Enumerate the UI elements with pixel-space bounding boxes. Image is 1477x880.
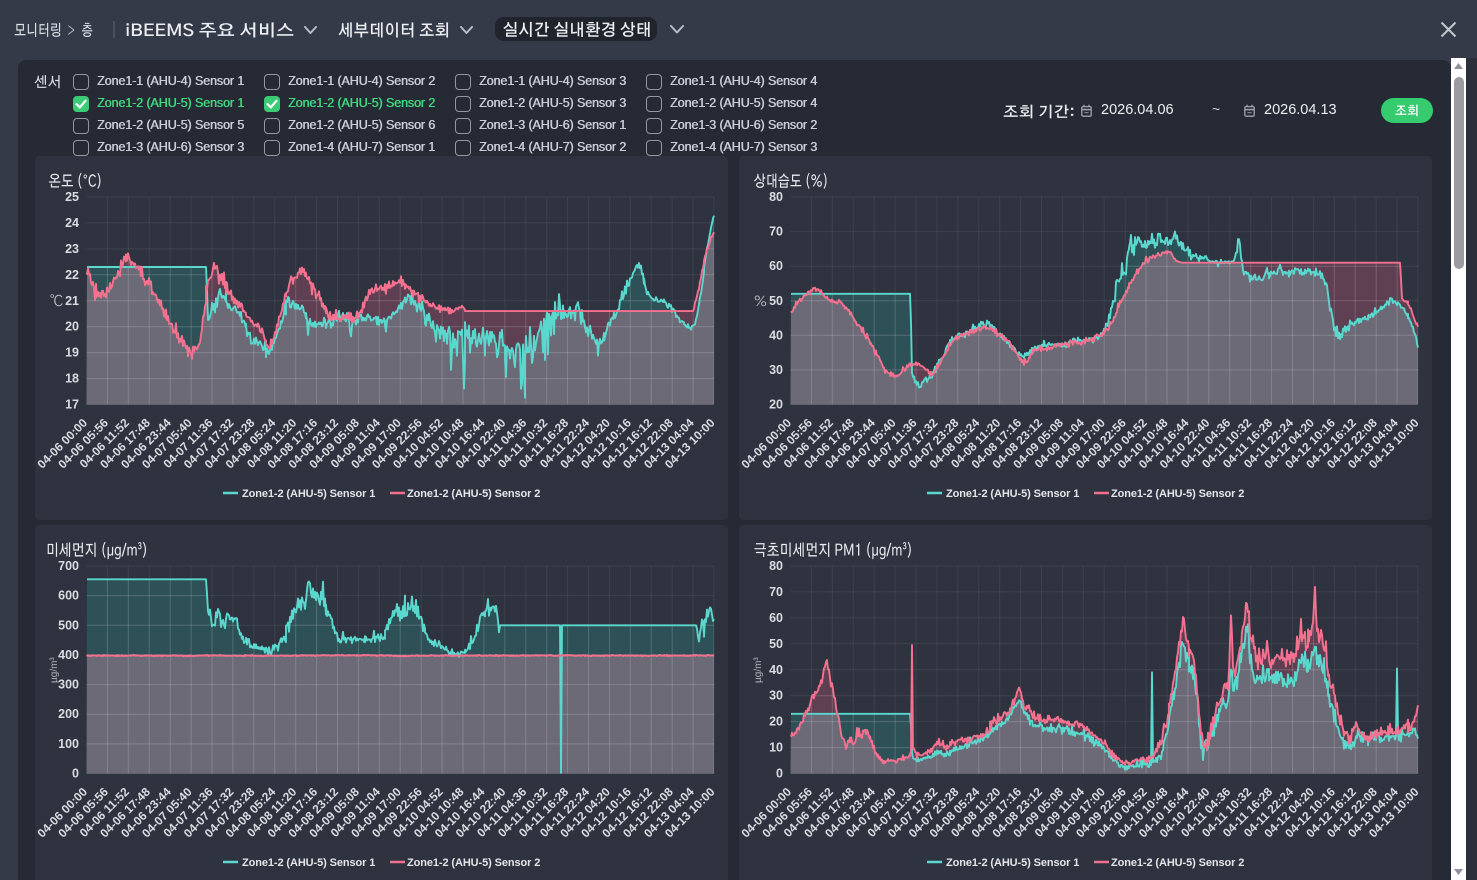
svg-text:80: 80 — [769, 190, 783, 204]
svg-text:30: 30 — [769, 363, 783, 377]
svg-text:24: 24 — [65, 216, 79, 230]
svg-text:80: 80 — [769, 559, 783, 573]
svg-text:17: 17 — [65, 398, 79, 412]
svg-text:200: 200 — [58, 707, 79, 721]
svg-text:10: 10 — [769, 741, 783, 755]
svg-text:Zone1-2 (AHU-5) Sensor 1: Zone1-2 (AHU-5) Sensor 1 — [242, 488, 375, 500]
svg-text:40: 40 — [769, 328, 783, 342]
svg-text:500: 500 — [58, 618, 79, 632]
svg-text:21: 21 — [65, 294, 79, 308]
svg-text:30: 30 — [769, 689, 783, 703]
svg-text:20: 20 — [769, 398, 783, 412]
svg-text:Zone1-2 (AHU-5) Sensor 2: Zone1-2 (AHU-5) Sensor 2 — [1111, 488, 1244, 500]
svg-text:Zone1-2 (AHU-5) Sensor 2: Zone1-2 (AHU-5) Sensor 2 — [407, 488, 540, 500]
svg-text:23: 23 — [65, 242, 79, 256]
svg-text:600: 600 — [58, 589, 79, 603]
svg-text:18: 18 — [65, 372, 79, 386]
svg-text:µg/m³: µg/m³ — [753, 657, 764, 683]
svg-text:100: 100 — [58, 737, 79, 751]
svg-text:400: 400 — [58, 648, 79, 662]
svg-text:20: 20 — [769, 715, 783, 729]
svg-text:19: 19 — [65, 346, 79, 360]
svg-text:50: 50 — [769, 294, 783, 308]
svg-text:25: 25 — [65, 190, 79, 204]
svg-text:700: 700 — [58, 559, 79, 573]
svg-text:0: 0 — [72, 767, 79, 781]
svg-text:Zone1-2 (AHU-5) Sensor 1: Zone1-2 (AHU-5) Sensor 1 — [242, 857, 375, 869]
svg-text:Zone1-2 (AHU-5) Sensor 2: Zone1-2 (AHU-5) Sensor 2 — [1111, 857, 1244, 869]
svg-text:300: 300 — [58, 678, 79, 692]
svg-text:40: 40 — [769, 663, 783, 677]
svg-text:70: 70 — [769, 585, 783, 599]
svg-text:22: 22 — [65, 268, 79, 282]
svg-text:µg/m³: µg/m³ — [49, 657, 60, 683]
svg-text:0: 0 — [776, 767, 783, 781]
svg-text:50: 50 — [769, 637, 783, 651]
svg-text:70: 70 — [769, 225, 783, 239]
svg-text:60: 60 — [769, 611, 783, 625]
svg-text:Zone1-2 (AHU-5) Sensor 1: Zone1-2 (AHU-5) Sensor 1 — [946, 488, 1079, 500]
svg-text:Zone1-2 (AHU-5) Sensor 1: Zone1-2 (AHU-5) Sensor 1 — [946, 857, 1079, 869]
svg-text:60: 60 — [769, 259, 783, 273]
svg-text:Zone1-2 (AHU-5) Sensor 2: Zone1-2 (AHU-5) Sensor 2 — [407, 857, 540, 869]
svg-text:20: 20 — [65, 320, 79, 334]
